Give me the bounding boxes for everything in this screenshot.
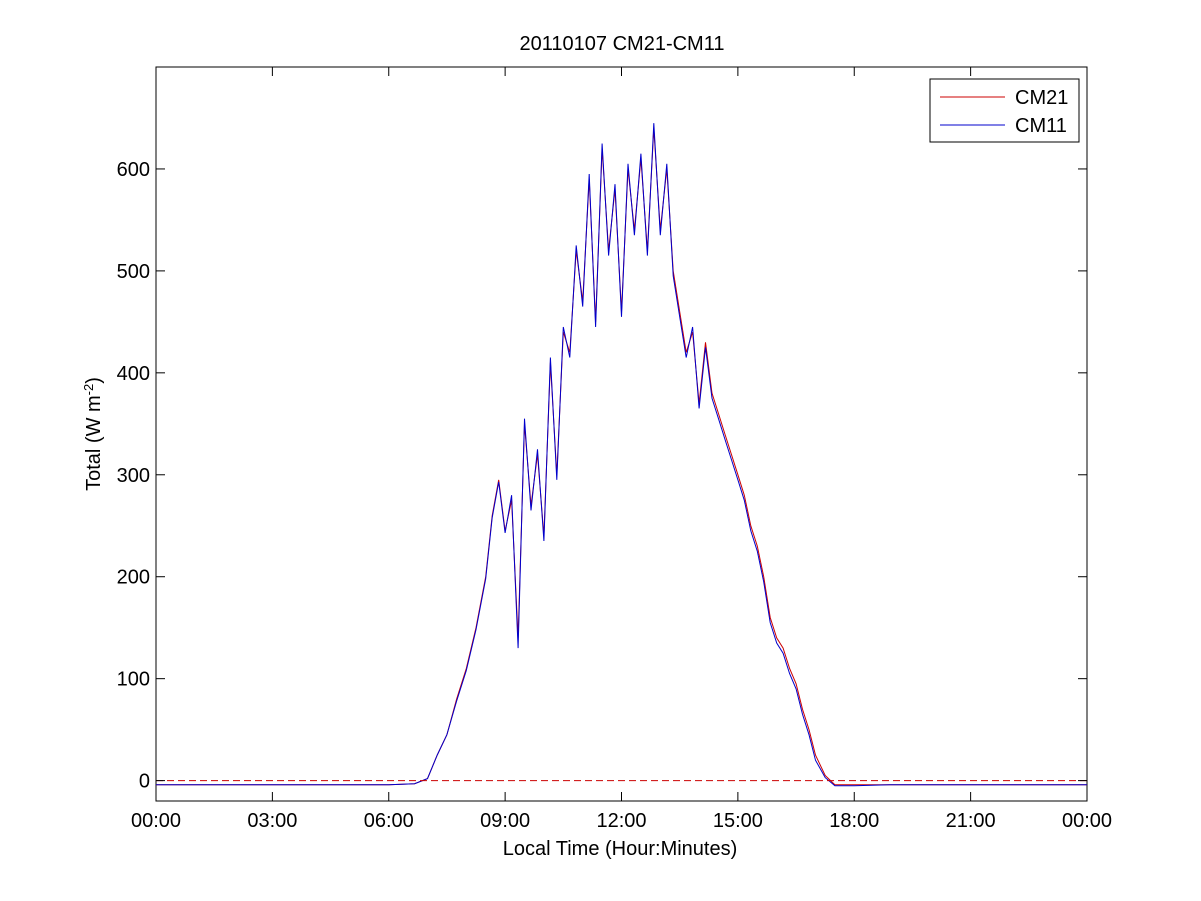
y-tick-label: 0 xyxy=(139,771,150,793)
y-tick-label: 600 xyxy=(117,159,150,181)
x-tick-label: 00:00 xyxy=(131,810,181,832)
legend-label-cm21: CM21 xyxy=(1015,87,1068,109)
y-tick-label: 100 xyxy=(117,669,150,691)
y-axis-label-superscript: -2 xyxy=(81,384,96,396)
chart-title: 20110107 CM21-CM11 xyxy=(520,33,725,55)
x-tick-label: 03:00 xyxy=(247,810,297,832)
y-tick-label: 500 xyxy=(117,261,150,283)
x-tick-label: 09:00 xyxy=(480,810,530,832)
y-axis-label: Total (W m-2) xyxy=(81,377,106,491)
series-layer xyxy=(156,123,1087,787)
x-tick-label: 18:00 xyxy=(829,810,879,832)
plot-area xyxy=(155,66,1088,802)
x-tick-label: 21:00 xyxy=(946,810,996,832)
legend-label-cm11: CM11 xyxy=(1015,115,1067,137)
y-axis-ticks: 0 100 200 300 400 500 600 xyxy=(117,159,1087,793)
x-tick-label: 00:00 xyxy=(1062,810,1112,832)
x-axis-ticks: 00:00 03:00 06:00 09:00 12:00 15:00 18:00 21:00… xyxy=(131,67,1112,832)
y-axis-label-suffix: ) xyxy=(83,377,105,384)
x-axis-label: Local Time (Hour:Minutes) xyxy=(503,838,738,860)
y-tick-label: 200 xyxy=(117,567,150,589)
legend: CM21 CM11 xyxy=(929,78,1080,143)
y-tick-label: 400 xyxy=(117,363,150,385)
x-tick-label: 15:00 xyxy=(713,810,763,832)
y-tick-label: 300 xyxy=(117,465,150,487)
y-axis-label-prefix: Total (W m xyxy=(83,395,105,491)
x-tick-label: 12:00 xyxy=(596,810,646,832)
series-line-cm11 xyxy=(156,123,1087,787)
x-tick-label: 06:00 xyxy=(364,810,414,832)
legend-box xyxy=(929,78,1080,143)
